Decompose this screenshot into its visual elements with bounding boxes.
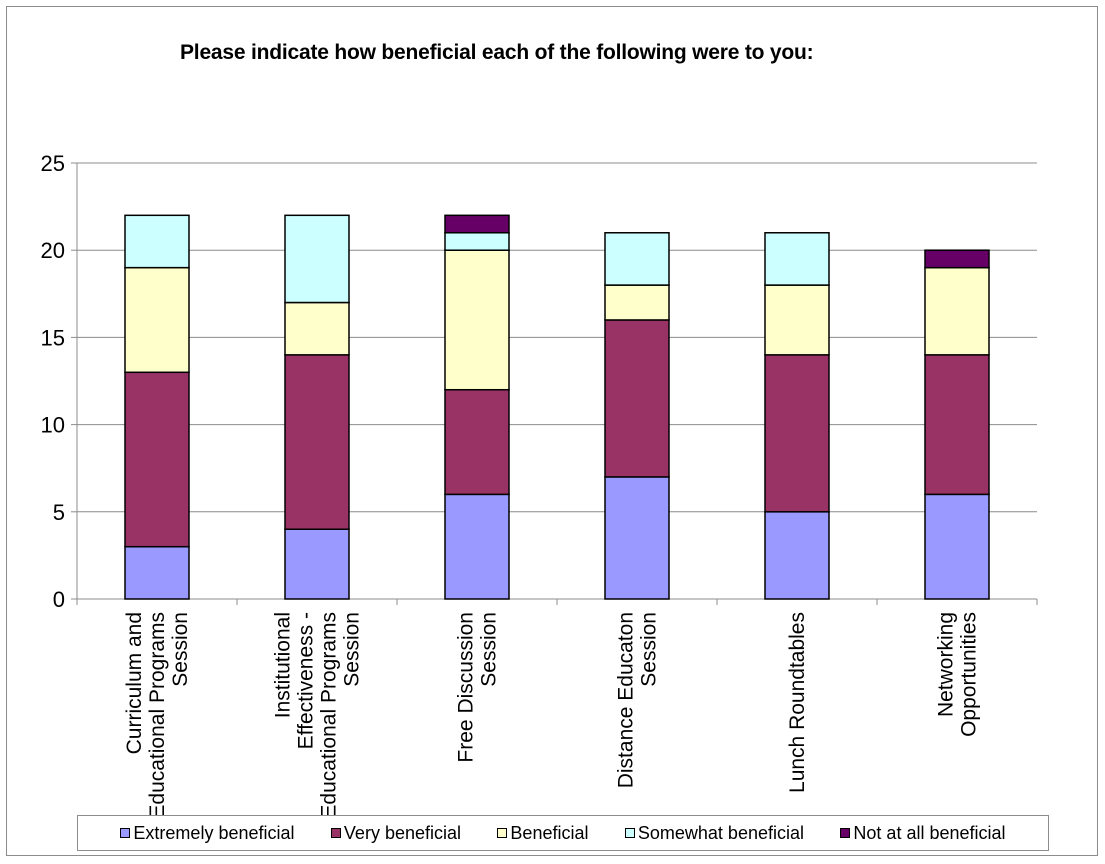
y-tick-label: 5 — [53, 500, 65, 525]
axes — [71, 162, 1038, 605]
legend-entry: Extremely beneficial — [120, 822, 295, 844]
y-tick-label: 15 — [41, 325, 65, 350]
gridlines — [77, 162, 1037, 513]
x-tick-label: Curriculum andEducational ProgramsSessio… — [123, 612, 192, 819]
bar-segment — [284, 528, 350, 600]
legend-entry: Very beneficial — [330, 822, 461, 844]
legend-label: Beneficial — [510, 822, 589, 843]
bar-segment — [124, 266, 190, 374]
legend-swatch — [624, 828, 635, 838]
bar-segment — [124, 371, 190, 548]
bar-segment — [444, 214, 510, 234]
bar-segment — [284, 214, 350, 304]
bar-segment — [284, 301, 350, 356]
bar-segment — [924, 266, 990, 356]
legend-entry: Not at all beneficial — [840, 822, 1006, 844]
bar-segment — [604, 319, 670, 478]
legend-swatch — [330, 828, 341, 838]
bar-segment — [444, 388, 510, 496]
svg-text:InstitutionalEffectiveness -Ed: InstitutionalEffectiveness -Educational … — [272, 612, 364, 819]
legend-swatch — [120, 828, 131, 838]
bar-segment — [444, 493, 510, 600]
bar-segment — [604, 284, 670, 321]
x-tick-label: NetworkingOpportunities — [935, 612, 981, 737]
bar-segment — [284, 354, 350, 530]
y-tick-label: 25 — [41, 151, 65, 176]
bar-segment — [764, 354, 830, 513]
legend-label: Extremely beneficial — [133, 822, 295, 843]
y-tick-label: 10 — [41, 413, 65, 438]
svg-text:Free DiscussionSession: Free DiscussionSession — [455, 612, 501, 763]
bar-segment — [124, 545, 190, 600]
legend-swatch — [840, 828, 851, 838]
bar-segment — [924, 249, 990, 269]
chart-title: Please indicate how beneficial each of t… — [180, 41, 814, 64]
svg-text:Lunch Roundtables: Lunch Roundtables — [786, 612, 809, 793]
bar-segment — [924, 354, 990, 496]
bar-segment — [764, 511, 830, 600]
x-tick-label: Distance EducatonSession — [615, 612, 661, 788]
bars — [124, 214, 990, 600]
bar-segment — [604, 476, 670, 600]
legend-entry: Beneficial — [497, 823, 588, 844]
tick-labels: 0 5 10 15 20 25 Curriculum andEducational Prog… — [41, 151, 981, 819]
svg-text:Distance EducatonSession: Distance EducatonSession — [615, 612, 661, 788]
y-tick-label: 20 — [41, 238, 65, 263]
svg-text:Curriculum andEducational Prog: Curriculum andEducational ProgramsSessio… — [123, 612, 192, 819]
category-labels: Curriculum andEducational ProgramsSessio… — [123, 612, 981, 819]
bar-segment — [604, 232, 670, 286]
legend: Extremely beneficial Very beneficial Benef… — [77, 815, 1049, 851]
legend-label: Not at all beneficial — [853, 822, 1006, 843]
svg-text:NetworkingOpportunities: NetworkingOpportunities — [935, 612, 981, 737]
bar-segment — [444, 249, 510, 391]
y-tick-label: 0 — [53, 587, 65, 612]
legend-entry: Somewhat beneficial — [624, 822, 804, 844]
legend-label: Very beneficial — [343, 822, 461, 843]
x-tick-label: Free DiscussionSession — [455, 612, 501, 763]
bar-segment — [764, 232, 830, 286]
x-tick-label: Lunch Roundtables — [786, 612, 809, 793]
bar-segment — [124, 214, 190, 269]
legend-label: Somewhat beneficial — [637, 822, 804, 843]
bar-segment — [924, 493, 990, 600]
legend-swatch — [497, 828, 508, 838]
bar-segment — [764, 284, 830, 356]
bar-segment — [444, 232, 510, 251]
x-tick-label: InstitutionalEffectiveness -Educational … — [272, 612, 364, 819]
